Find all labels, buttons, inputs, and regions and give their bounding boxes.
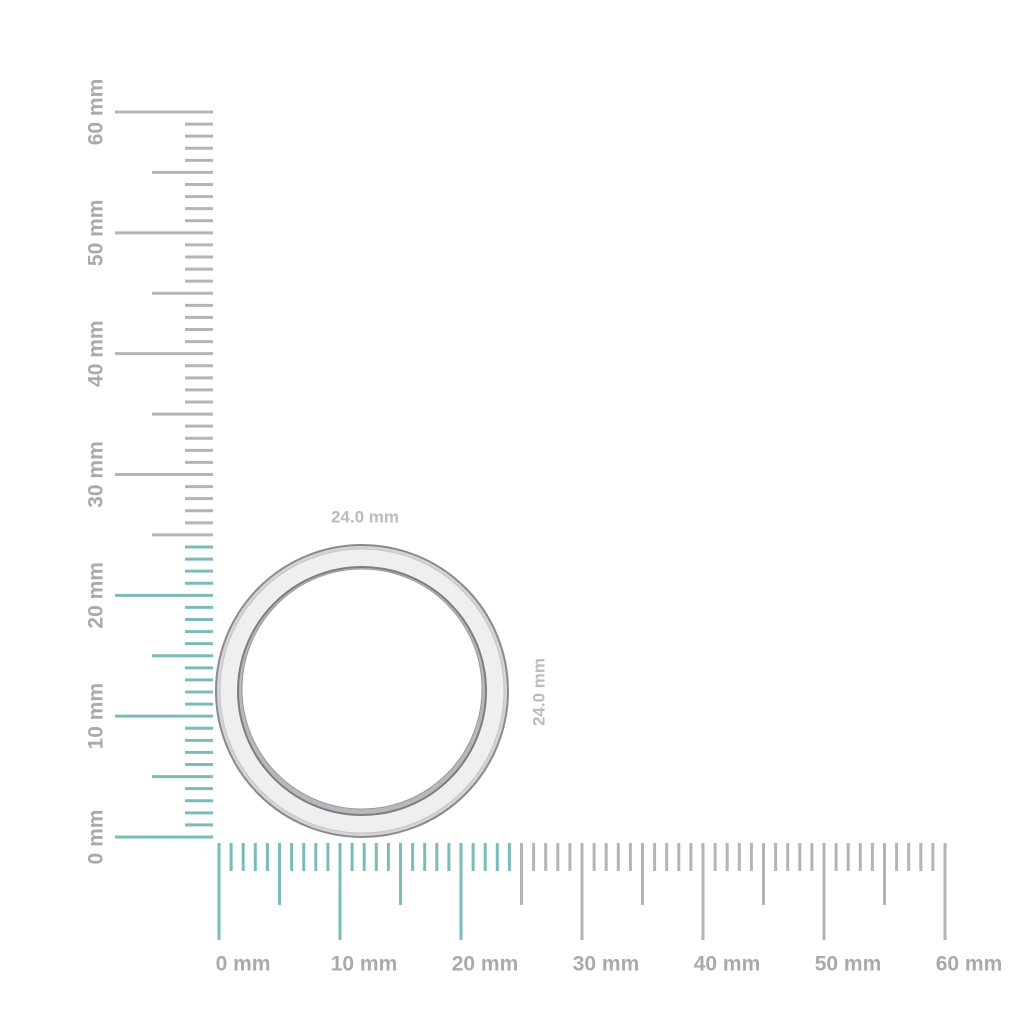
rulers: 0 mm 10 mm 20 mm 30 mm 40 mm 50 mm 60 mm 0 mm 10… bbox=[85, 79, 1003, 976]
y-label: 40 mm bbox=[85, 320, 108, 387]
x-label: 30 mm bbox=[573, 953, 640, 976]
y-label: 30 mm bbox=[85, 441, 108, 508]
y-label: 50 mm bbox=[85, 200, 108, 267]
x-label: 50 mm bbox=[815, 953, 882, 976]
y-label: 60 mm bbox=[85, 79, 108, 146]
x-label: 0 mm bbox=[216, 953, 271, 976]
x-label: 20 mm bbox=[452, 953, 519, 976]
x-label: 60 mm bbox=[936, 953, 1003, 976]
width-label: 24.0 mm bbox=[331, 507, 399, 526]
ring bbox=[215, 544, 509, 838]
y-label: 0 mm bbox=[85, 810, 108, 865]
ring-hole bbox=[241, 568, 483, 810]
x-label: 40 mm bbox=[694, 953, 761, 976]
x-label: 10 mm bbox=[331, 953, 398, 976]
height-label: 24.0 mm bbox=[529, 658, 548, 726]
y-label: 20 mm bbox=[85, 562, 108, 629]
y-label: 10 mm bbox=[85, 683, 108, 750]
